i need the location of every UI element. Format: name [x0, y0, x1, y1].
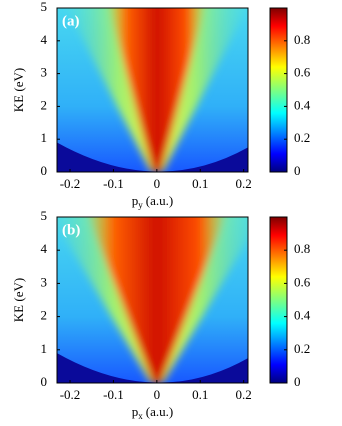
colorbar: [269, 7, 288, 173]
y-tick-label: 2: [41, 308, 48, 323]
colorbar-tick-label: 0.6: [294, 274, 311, 289]
x-tick-label: -0.1: [103, 176, 124, 191]
y-axis-label: KE (eV): [11, 68, 26, 112]
colorbar-tick-label: 0.2: [294, 341, 310, 356]
colorbar-tick-label: 0: [294, 374, 301, 389]
x-tick-label: -0.2: [60, 387, 81, 402]
colorbar-tick-label: 0.6: [294, 65, 311, 80]
x-axis-label: py (a.u.): [132, 193, 173, 210]
y-tick-label: 0: [41, 374, 48, 389]
colorbar-tick-label: 0.8: [294, 241, 310, 256]
y-tick-label: 4: [41, 32, 48, 47]
y-axis-label: KE (eV): [11, 278, 26, 322]
x-axis-label: px (a.u.): [132, 404, 173, 421]
y-tick-label: 3: [41, 65, 48, 80]
plot-frame: [56, 7, 249, 173]
colorbar-tick-label: 0.4: [294, 308, 311, 323]
x-tick-label: 0.2: [236, 387, 252, 402]
y-tick-label: 4: [41, 241, 48, 256]
colorbar-tick-label: 0.2: [294, 130, 310, 145]
heatmap: [57, 217, 248, 383]
heatmap-core: [109, 8, 205, 172]
x-tick-label: 0.1: [192, 176, 208, 191]
y-tick-label: 1: [41, 341, 48, 356]
heatmap: [57, 8, 248, 172]
y-tick-label: 5: [41, 0, 48, 14]
plot-frame: [56, 216, 249, 384]
x-tick-label: 0.1: [192, 387, 208, 402]
x-tick-label: 0: [154, 176, 161, 191]
heatmap-core: [88, 217, 225, 383]
x-label-symbol: p: [132, 193, 139, 208]
x-label-symbol: p: [132, 404, 139, 419]
y-tick-label: 5: [41, 208, 48, 223]
colorbar-tick-label: 0.4: [294, 97, 311, 112]
x-label-unit: (a.u.): [146, 404, 173, 419]
colorbar: [269, 216, 288, 384]
x-tick-label: -0.1: [103, 387, 124, 402]
x-label-unit: (a.u.): [146, 193, 173, 208]
y-tick-label: 3: [41, 274, 48, 289]
x-label-subscript: x: [138, 411, 143, 421]
x-tick-label: 0.2: [236, 176, 252, 191]
heatmap-cutoff: [57, 353, 248, 383]
y-tick-label: 0: [41, 163, 48, 178]
colorbar-tick-label: 0.8: [294, 32, 310, 47]
x-tick-label: -0.2: [60, 176, 81, 191]
x-label-subscript: y: [138, 200, 143, 210]
panel-label: (a): [62, 13, 80, 29]
heatmap-body: [66, 8, 247, 172]
y-tick-label: 2: [41, 97, 48, 112]
y-tick-label: 1: [41, 130, 48, 145]
heatmap-cutoff: [57, 142, 248, 172]
panel-label: (b): [62, 222, 80, 238]
colorbar-tick-label: 0: [294, 163, 301, 178]
heatmap-body: [57, 217, 248, 383]
x-tick-label: 0: [154, 387, 161, 402]
